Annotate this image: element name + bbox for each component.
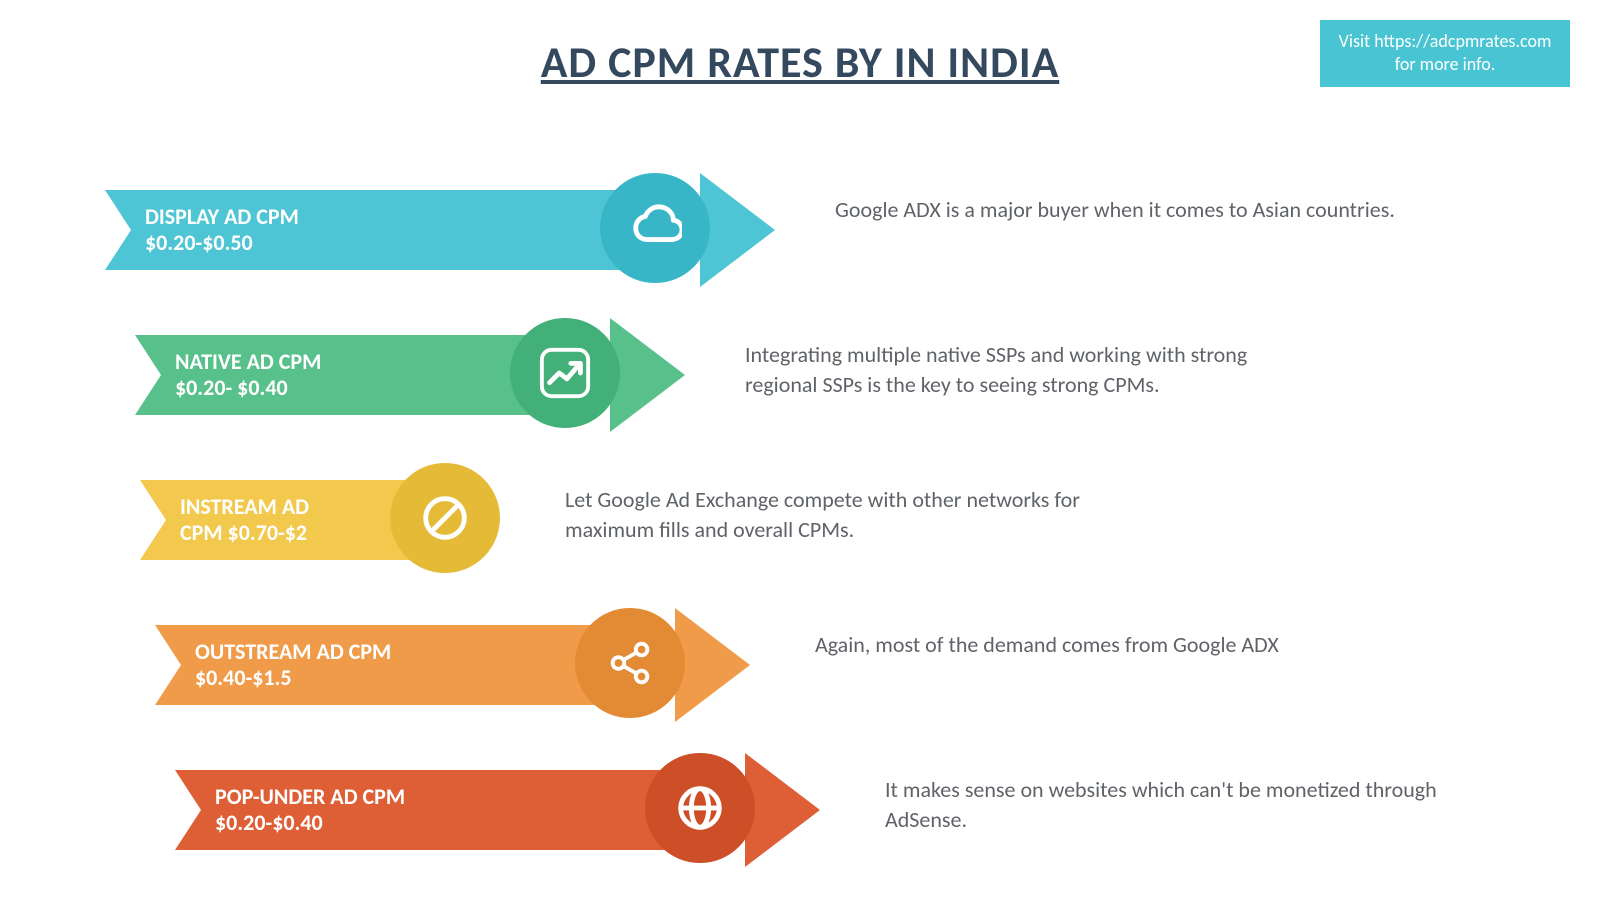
row-desc-instream: Let Google Ad Exchange compete with othe…: [565, 485, 1125, 544]
globe-icon: [673, 781, 727, 835]
share-icon: [603, 636, 657, 690]
arrow-head-native: [610, 318, 685, 432]
arrow-body-outstream: OUTSTREAM AD CPM $0.40-$1.5: [155, 625, 605, 705]
arrow-body-popunder: POP-UNDER AD CPM $0.20-$0.40: [175, 770, 675, 850]
row-desc-native: Integrating multiple native SSPs and wor…: [745, 340, 1305, 399]
cloud-icon: [628, 201, 682, 255]
info-badge: Visit https://adcpmrates.com for more in…: [1320, 20, 1570, 87]
cloud-icon-circle: [600, 173, 710, 283]
arrow-body-display: DISPLAY AD CPM $0.20-$0.50: [105, 190, 630, 270]
page-title: AD CPM RATES BY IN INDIA: [541, 35, 1059, 89]
arrow-label-popunder: POP-UNDER AD CPM $0.20-$0.40: [215, 784, 405, 837]
arrow-label-instream: INSTREAM AD CPM $0.70-$2: [180, 494, 309, 547]
arrow-head-outstream: [675, 608, 750, 722]
ban-icon: [418, 491, 472, 545]
arrow-row-display: DISPLAY AD CPM $0.20-$0.50 Google ADX is …: [0, 165, 1600, 310]
row-desc-popunder: It makes sense on websites which can't b…: [885, 775, 1445, 834]
arrow-row-popunder: POP-UNDER AD CPM $0.20-$0.40 It makes sen…: [0, 745, 1600, 890]
arrow-head-display: [700, 173, 775, 287]
info-badge-line2: for more info.: [1332, 53, 1558, 76]
arrow-body-instream: INSTREAM AD CPM $0.70-$2: [140, 480, 420, 560]
arrow-label-outstream: OUTSTREAM AD CPM $0.40-$1.5: [195, 639, 391, 692]
info-badge-line1: Visit https://adcpmrates.com: [1332, 30, 1558, 53]
share-icon-circle: [575, 608, 685, 718]
row-desc-display: Google ADX is a major buyer when it come…: [835, 195, 1395, 225]
row-desc-outstream: Again, most of the demand comes from Goo…: [815, 630, 1375, 660]
arrow-rows-container: DISPLAY AD CPM $0.20-$0.50 Google ADX is …: [0, 165, 1600, 890]
arrow-label-display: DISPLAY AD CPM $0.20-$0.50: [145, 204, 299, 257]
arrow-label-native: NATIVE AD CPM $0.20- $0.40: [175, 349, 321, 402]
ban-icon-circle: [390, 463, 500, 573]
arrow-row-outstream: OUTSTREAM AD CPM $0.40-$1.5 Again, most o…: [0, 600, 1600, 745]
globe-icon-circle: [645, 753, 755, 863]
arrow-row-native: NATIVE AD CPM $0.20- $0.40 Integrating mu…: [0, 310, 1600, 455]
trend-icon: [538, 346, 592, 400]
trend-icon-circle: [510, 318, 620, 428]
arrow-head-popunder: [745, 753, 820, 867]
arrow-body-native: NATIVE AD CPM $0.20- $0.40: [135, 335, 540, 415]
arrow-row-instream: INSTREAM AD CPM $0.70-$2 Let Google Ad Ex…: [0, 455, 1600, 600]
